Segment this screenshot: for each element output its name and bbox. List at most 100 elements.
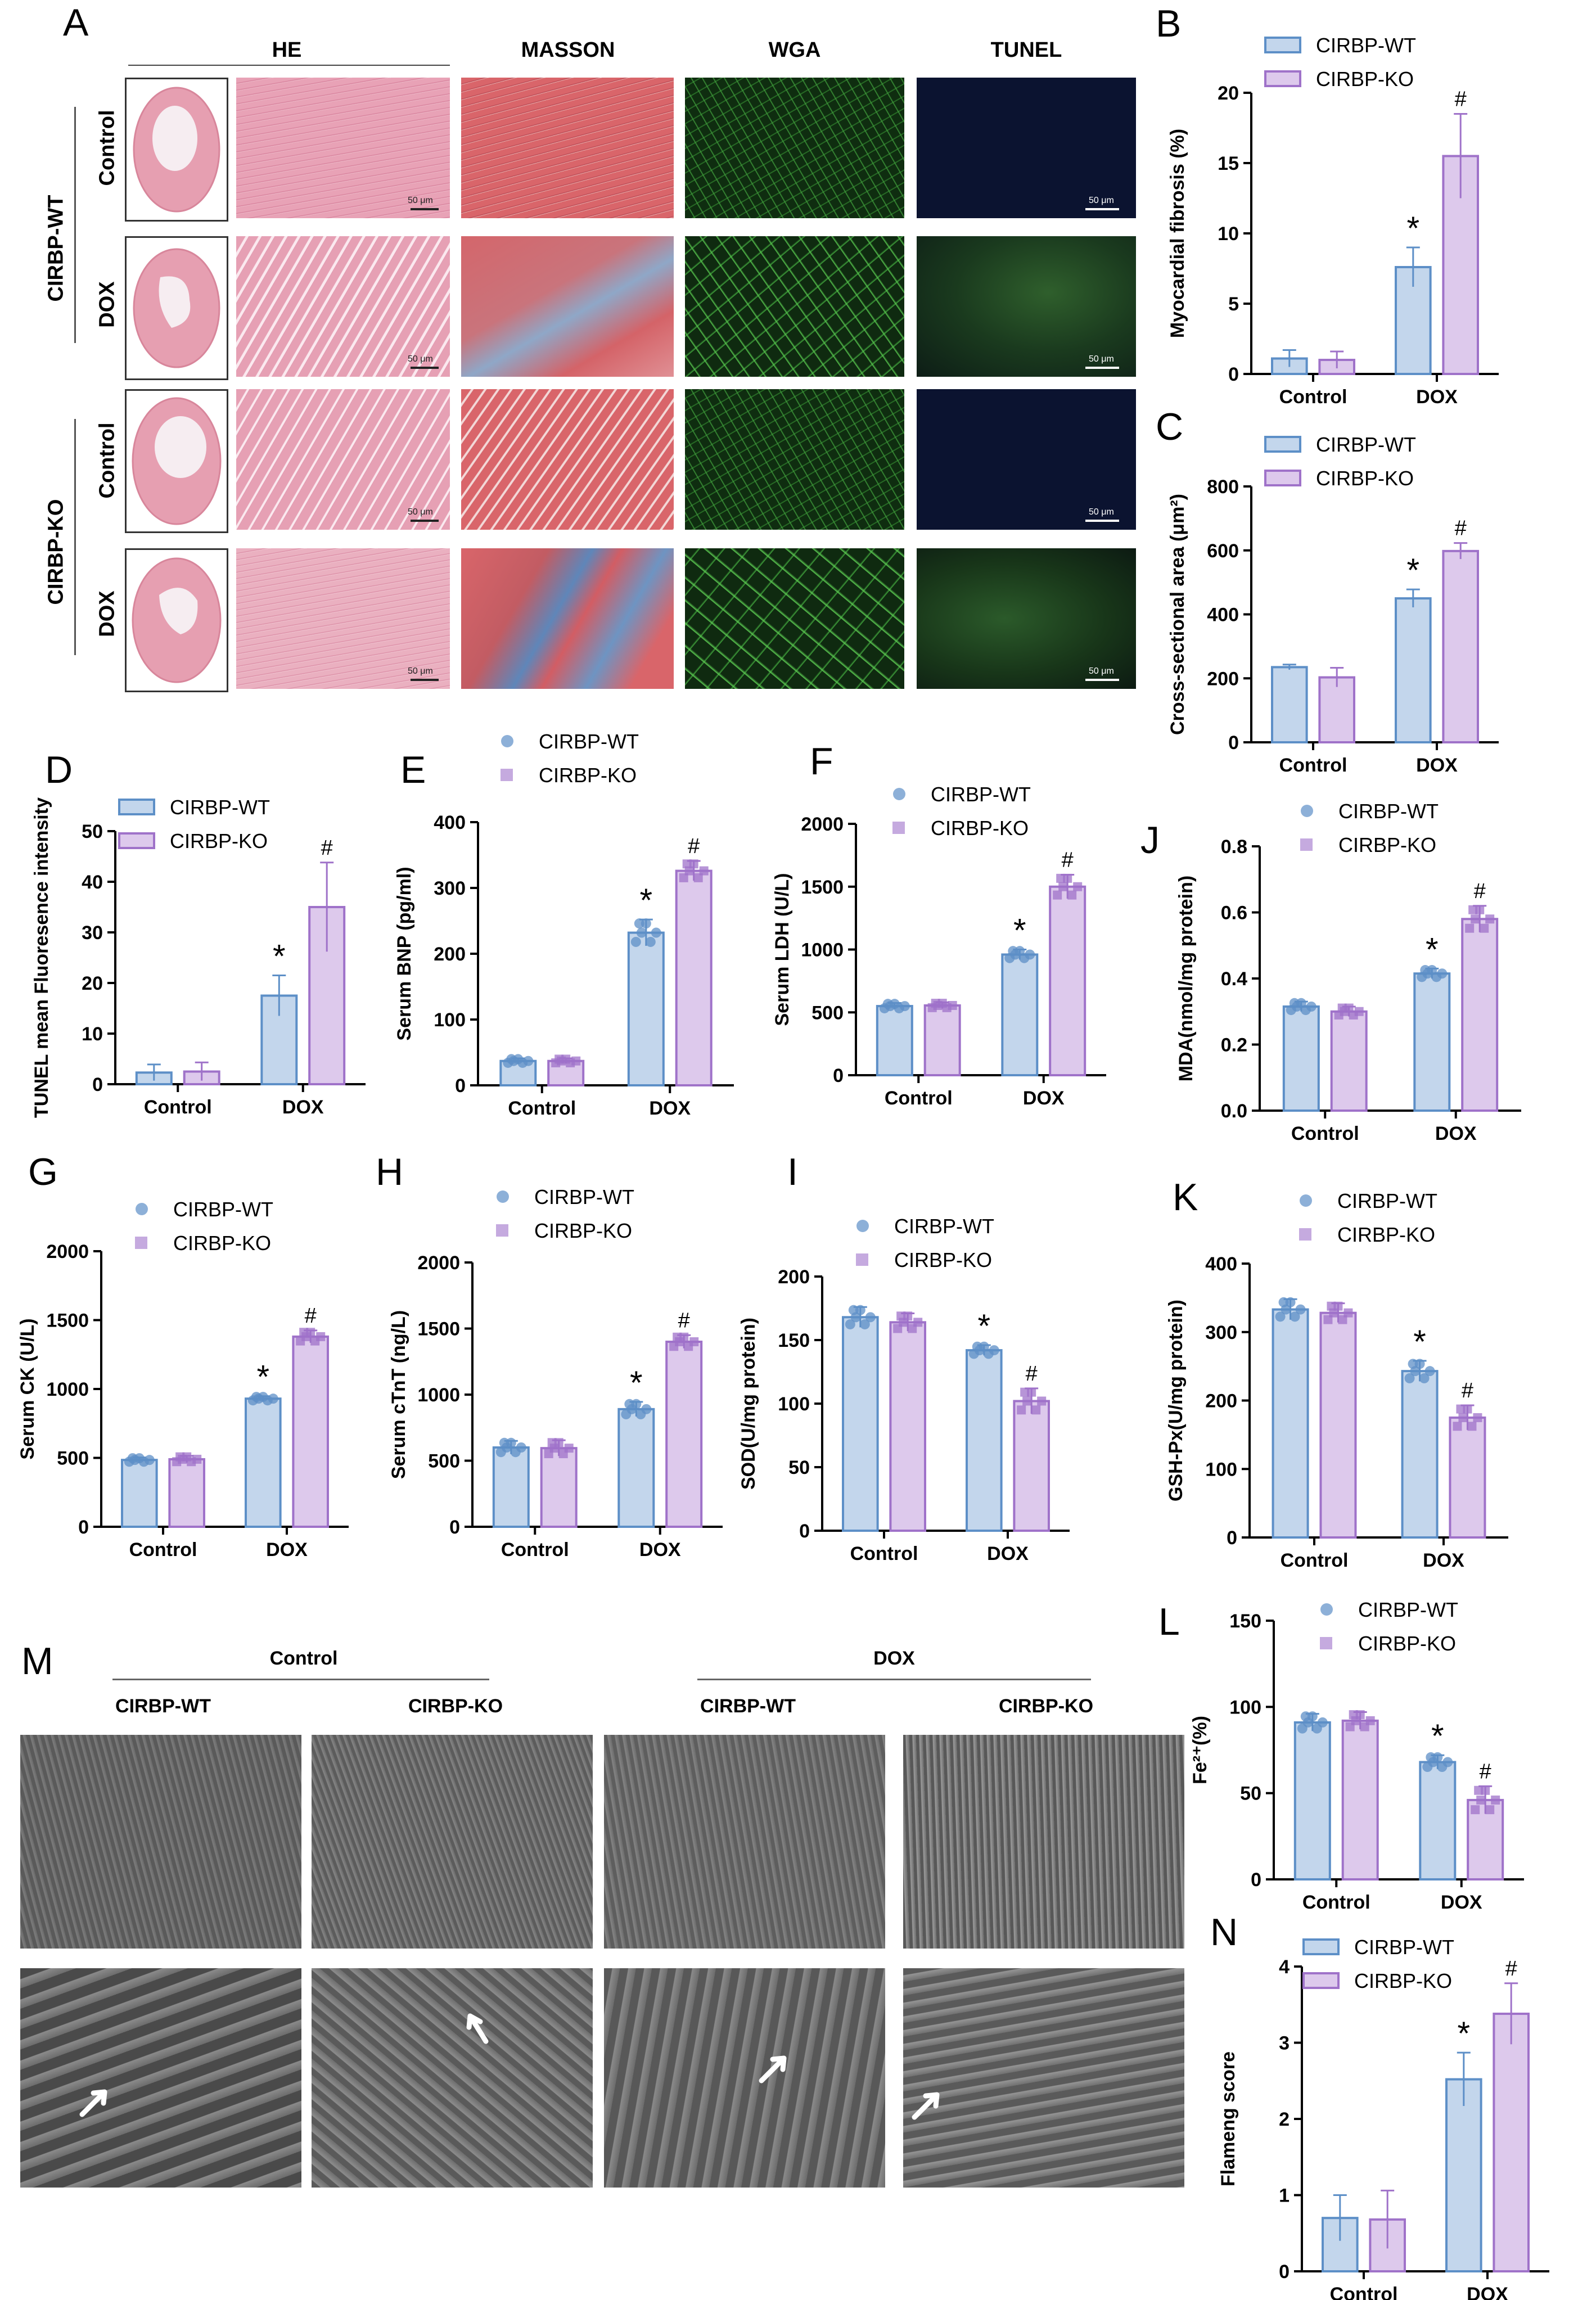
em-dox-rule <box>697 1679 1091 1680</box>
bar-cirbp-wt <box>1445 2078 1482 2273</box>
data-point <box>972 1341 982 1352</box>
data-point <box>1426 1752 1436 1762</box>
panel-letter-n: N <box>1210 1911 1238 1954</box>
bar-cirbp-wt <box>121 1459 158 1528</box>
data-point <box>673 1332 682 1342</box>
data-point <box>641 1404 652 1414</box>
bar-cirbp-wt <box>1401 1370 1439 1539</box>
legend-swatch <box>1300 838 1313 851</box>
y-tick-label: 0 <box>1227 1527 1237 1549</box>
data-point <box>1327 1301 1336 1311</box>
y-axis-label: Fe²⁺(%) <box>1189 1716 1211 1784</box>
em-group-control: Control <box>269 1648 338 1669</box>
scale-bar-label: 50 μm <box>408 354 433 364</box>
data-point <box>1453 1422 1462 1431</box>
data-point <box>1485 1805 1495 1815</box>
data-point <box>882 999 893 1009</box>
legend-label: CIRBP-WT <box>931 783 1031 806</box>
bar-cirbp-wt <box>1001 953 1039 1076</box>
data-point <box>1053 890 1062 900</box>
he-whole-heart-ko-dox <box>125 548 228 692</box>
significance-star: * <box>273 939 286 975</box>
y-tick-label: 200 <box>778 1266 810 1288</box>
scale-bar-label: 50 μm <box>408 666 433 676</box>
data-point <box>1008 946 1018 957</box>
significance-star: * <box>1426 931 1439 968</box>
y-axis-label: GSH-Px(U/mg protein) <box>1165 1300 1187 1501</box>
legend-label: CIRBP-KO <box>539 764 637 787</box>
data-point <box>1056 873 1066 883</box>
y-tick-label: 10 <box>1218 223 1239 245</box>
significance-hash: # <box>1455 517 1467 540</box>
wga-micrograph-ko-dox <box>685 548 904 689</box>
y-tick-label: 20 <box>82 973 103 994</box>
significance-hash: # <box>321 836 333 860</box>
panel-letter-m: M <box>21 1640 53 1683</box>
data-point <box>1058 882 1068 891</box>
significance-hash: # <box>1474 880 1486 903</box>
legend-swatch <box>893 788 905 800</box>
data-point <box>1474 1785 1484 1795</box>
legend-swatch <box>1320 1637 1332 1649</box>
data-point <box>1404 1373 1415 1383</box>
data-point <box>127 1453 138 1464</box>
x-tick-label: Control <box>1279 386 1347 408</box>
y-tick-label: 200 <box>1205 1391 1237 1412</box>
data-point <box>679 873 688 882</box>
bar-cirbp-ko <box>1493 2013 1530 2272</box>
y-tick-label: 30 <box>82 922 103 944</box>
data-point <box>634 918 644 929</box>
y-axis-label: Serum cTnT (ng/L) <box>388 1310 409 1479</box>
data-point <box>499 1437 510 1448</box>
panel-letter-c: C <box>1156 405 1184 448</box>
data-point <box>1365 1716 1375 1725</box>
x-tick-label: DOX <box>1467 2284 1508 2300</box>
legend-swatch <box>1302 1972 1340 1989</box>
data-point <box>144 1455 155 1465</box>
data-point <box>1067 890 1077 900</box>
y-tick-label: 800 <box>1207 476 1239 498</box>
y-tick-label: 0.8 <box>1221 836 1247 858</box>
data-point <box>316 1332 326 1341</box>
y-tick-label: 100 <box>1205 1459 1237 1480</box>
scale-bar <box>411 367 439 369</box>
em-col-ko-control: CIRBP-KO <box>408 1695 503 1717</box>
legend-swatch <box>1320 1603 1333 1616</box>
data-point <box>1437 968 1448 979</box>
scale-bar <box>1085 208 1119 210</box>
y-axis-label: Myocardial fibrosis (%) <box>1167 129 1188 338</box>
masson-micrograph-ko-dox <box>461 548 674 689</box>
x-tick-label: DOX <box>1423 1550 1464 1571</box>
y-tick-label: 0 <box>833 1065 844 1086</box>
x-tick-label: Control <box>508 1098 576 1119</box>
legend-label: CIRBP-WT <box>170 796 270 819</box>
bar-cirbp-wt <box>1413 972 1451 1112</box>
em-micrograph-ko-dox-high <box>903 1968 1184 2188</box>
data-point <box>1290 1311 1300 1322</box>
y-axis-label: Cross-sectional area (μm²) <box>1167 494 1188 735</box>
tunel-micrograph-ko-dox: 50 μm <box>917 548 1136 689</box>
data-point <box>1025 949 1035 960</box>
y-tick-label: 300 <box>1205 1322 1237 1343</box>
y-tick-label: 1 <box>1279 2185 1290 2207</box>
y-tick-label: 50 <box>1240 1783 1261 1805</box>
x-tick-label: Control <box>1330 2284 1398 2300</box>
y-tick-label: 2000 <box>417 1252 460 1274</box>
data-point <box>1354 1007 1364 1016</box>
scale-bar-label: 50 μm <box>408 196 433 205</box>
he-micrograph-ko-control: 50 μm <box>236 389 450 530</box>
data-point <box>1300 1711 1311 1722</box>
scale-bar-label: 50 μm <box>408 507 433 517</box>
y-axis-label: SOD(U/mg protein) <box>738 1318 759 1490</box>
scale-bar <box>411 520 439 522</box>
bar-cirbp-ko <box>1461 918 1499 1112</box>
y-tick-label: 1000 <box>801 940 844 961</box>
significance-star: * <box>1458 2015 1471 2052</box>
data-point <box>1343 1308 1353 1318</box>
he-header-rule <box>128 65 450 66</box>
column-header-tunel: TUNEL <box>990 38 1062 62</box>
em-micrograph-ko-control-low <box>312 1735 593 1949</box>
data-point <box>1349 1710 1358 1720</box>
x-tick-label: DOX <box>649 1098 691 1119</box>
